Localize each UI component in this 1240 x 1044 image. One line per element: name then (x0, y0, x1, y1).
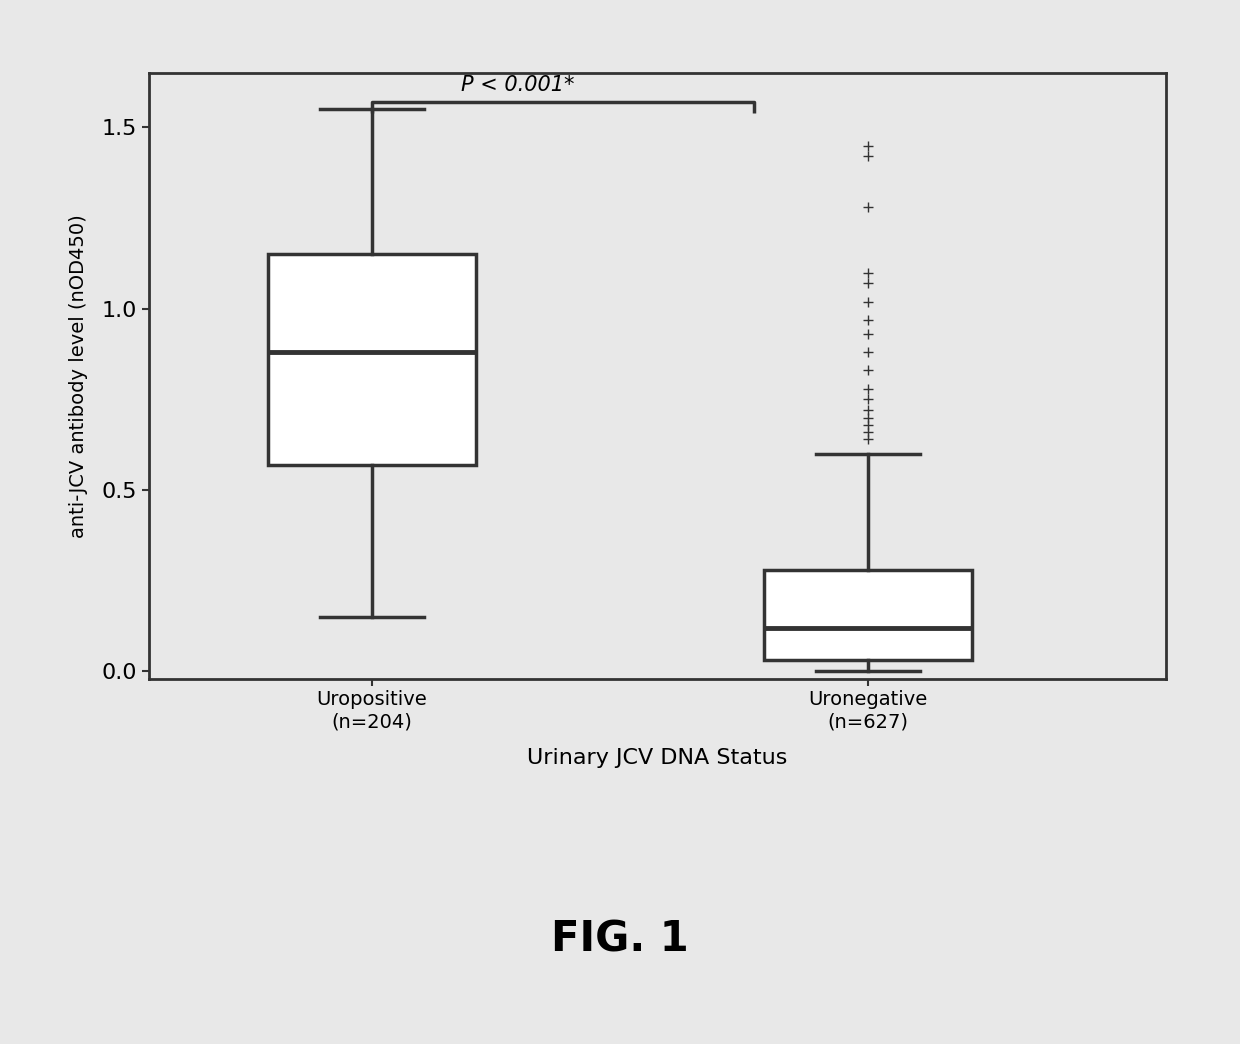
Text: P < 0.001*: P < 0.001* (461, 75, 575, 95)
X-axis label: Urinary JCV DNA Status: Urinary JCV DNA Status (527, 749, 787, 768)
Text: FIG. 1: FIG. 1 (551, 919, 689, 960)
PathPatch shape (268, 255, 476, 465)
PathPatch shape (764, 570, 972, 661)
Y-axis label: anti-JCV antibody level (nOD450): anti-JCV antibody level (nOD450) (68, 214, 88, 538)
